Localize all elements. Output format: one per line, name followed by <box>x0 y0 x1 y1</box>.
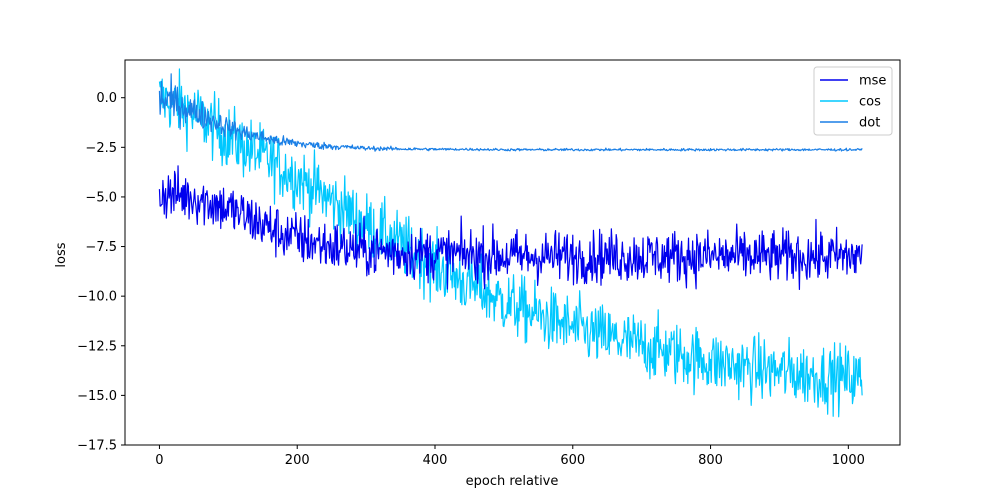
axes-layer <box>124 59 901 446</box>
y-axis-title: loss <box>54 242 69 267</box>
legend-label-mse: mse <box>859 74 886 89</box>
legend-box <box>813 66 893 136</box>
x-tick-label: 0 <box>155 453 163 468</box>
y-tick-label: −5.0 <box>85 190 117 205</box>
y-tick-label: −12.5 <box>77 339 117 354</box>
x-tick-label: 600 <box>560 453 585 468</box>
ticks-layer: 0 200 400 600 800 1000 0.0 −2.5 −5.0 −7.5 −10.0 −12… <box>77 91 865 468</box>
series-line-mse <box>158 165 863 291</box>
x-tick-label: 400 <box>423 453 448 468</box>
legend: mse cos dot <box>813 66 893 136</box>
legend-label-dot: dot <box>859 116 880 131</box>
plot-frame <box>124 59 901 446</box>
y-tick-label: −10.0 <box>77 290 117 305</box>
legend-label-cos: cos <box>859 95 881 110</box>
series-line-cos <box>158 68 863 418</box>
x-axis-title: epoch relative <box>466 474 559 489</box>
y-tick-label: 0.0 <box>96 91 117 106</box>
series-layer <box>158 68 863 418</box>
x-tick-label: 1000 <box>832 453 865 468</box>
y-tick-label: −7.5 <box>85 240 117 255</box>
series-line-dot <box>158 73 863 152</box>
x-tick-label: 200 <box>285 453 310 468</box>
y-tick-label: −15.0 <box>77 389 117 404</box>
y-tick-label: −17.5 <box>77 439 117 454</box>
y-tick-label: −2.5 <box>85 141 117 156</box>
x-tick-label: 800 <box>698 453 723 468</box>
